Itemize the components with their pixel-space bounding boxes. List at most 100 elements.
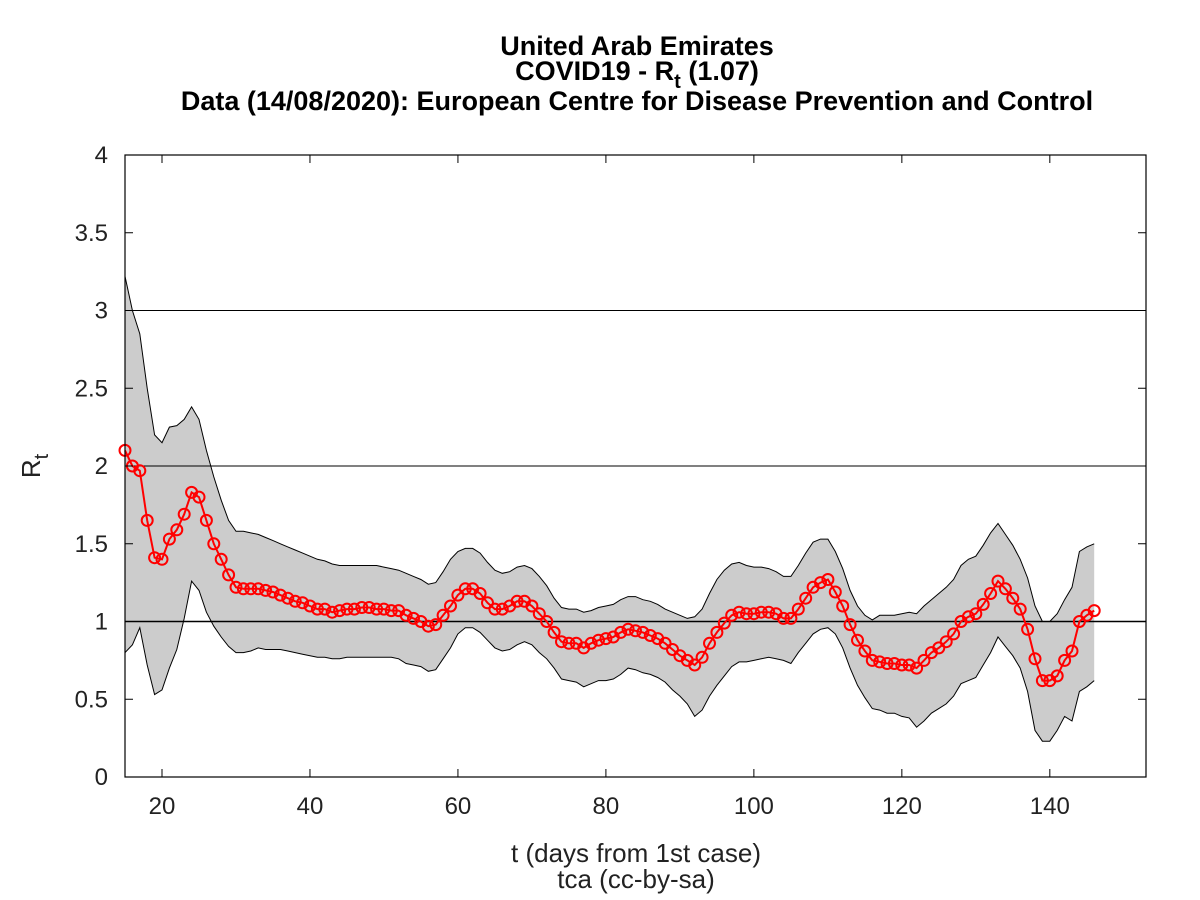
rt-point bbox=[1087, 604, 1101, 618]
confidence-band-layer bbox=[124, 276, 1095, 742]
rt-point bbox=[710, 625, 724, 639]
x-axis-credit: tca (cc-by-sa) bbox=[557, 864, 714, 894]
rt-point bbox=[214, 552, 228, 566]
rt-point bbox=[636, 625, 650, 639]
confidence-band-upper-edge bbox=[124, 276, 1095, 622]
rt-point bbox=[976, 597, 990, 611]
x-tick-label: 120 bbox=[882, 793, 922, 820]
rt-point bbox=[1013, 602, 1027, 616]
rt-point bbox=[207, 537, 221, 551]
rt-point bbox=[532, 607, 546, 621]
rt-point bbox=[155, 552, 169, 566]
rt-point bbox=[592, 633, 605, 647]
rt-point bbox=[140, 513, 154, 527]
rt-point bbox=[917, 653, 931, 667]
rt-series-layer bbox=[118, 443, 1101, 688]
rt-point bbox=[998, 582, 1012, 596]
rt-point bbox=[969, 607, 983, 621]
x-tick-label: 40 bbox=[297, 793, 324, 820]
rt-point bbox=[961, 610, 975, 624]
rt-point bbox=[488, 602, 502, 616]
rt-point bbox=[266, 585, 280, 599]
rt-point bbox=[444, 599, 457, 613]
rt-point bbox=[458, 582, 472, 596]
rt-point bbox=[939, 635, 953, 649]
rt-point bbox=[784, 611, 798, 625]
y-tick-label: 4 bbox=[95, 142, 108, 169]
rt-point bbox=[1058, 653, 1072, 667]
rt-point bbox=[222, 568, 236, 582]
rt-point bbox=[162, 532, 176, 546]
rt-point bbox=[421, 619, 435, 633]
rt-point bbox=[1028, 652, 1042, 666]
rt-point bbox=[629, 624, 642, 638]
rt-point bbox=[991, 574, 1005, 588]
rt-point bbox=[436, 608, 450, 622]
y-tick-label: 3.5 bbox=[75, 220, 108, 247]
rt-point bbox=[887, 657, 901, 670]
rt-point bbox=[858, 644, 872, 658]
rt-point bbox=[310, 602, 324, 616]
rt-point bbox=[732, 605, 746, 619]
rt-point bbox=[851, 633, 864, 647]
rt-point bbox=[947, 627, 961, 641]
rt-point bbox=[740, 607, 753, 621]
x-tick-label: 140 bbox=[1030, 793, 1070, 820]
rt-point bbox=[547, 625, 561, 639]
rt-point bbox=[902, 658, 916, 672]
x-tick-label: 20 bbox=[149, 793, 176, 820]
chart-title-line2-suffix: (1.07) bbox=[681, 56, 759, 86]
rt-point bbox=[229, 580, 243, 594]
chart-title-line2-sub: t bbox=[674, 71, 681, 93]
rt-series-line bbox=[124, 449, 1095, 682]
chart-title-line1: United Arab Emirates bbox=[500, 31, 774, 61]
rt-point bbox=[1050, 669, 1064, 683]
x-tick-label: 80 bbox=[593, 793, 620, 820]
rt-point bbox=[584, 636, 598, 650]
rt-point bbox=[984, 587, 998, 600]
rt-point bbox=[562, 636, 576, 650]
rt-point bbox=[177, 507, 191, 521]
rt-point bbox=[880, 657, 894, 670]
y-axis-label: Rt bbox=[16, 453, 53, 478]
rt-point bbox=[1035, 674, 1049, 688]
x-tick-label: 100 bbox=[734, 793, 774, 820]
rt-point bbox=[362, 601, 376, 614]
rt-point bbox=[281, 591, 295, 605]
rt-point bbox=[717, 616, 731, 630]
rt-point bbox=[303, 599, 317, 613]
y-tick-label: 2 bbox=[95, 453, 108, 480]
rt-point bbox=[148, 551, 162, 565]
rt-point bbox=[133, 464, 147, 478]
y-tick-label: 0 bbox=[95, 764, 108, 791]
rt-point bbox=[843, 618, 857, 632]
rt-point bbox=[288, 594, 302, 608]
rt-point bbox=[1065, 644, 1079, 658]
rt-point bbox=[525, 599, 539, 613]
x-axis-label: t (days from 1st case) bbox=[511, 838, 761, 868]
rt-point bbox=[340, 602, 354, 616]
y-axis-label-sub: t bbox=[31, 453, 53, 459]
rt-point bbox=[199, 513, 213, 527]
rt-point bbox=[251, 582, 265, 596]
y-axis-label-main: R bbox=[16, 459, 46, 478]
rt-point bbox=[621, 622, 635, 636]
rt-point bbox=[725, 608, 739, 622]
rt-point bbox=[236, 582, 250, 596]
rt-point bbox=[791, 602, 805, 616]
rt-point bbox=[865, 653, 879, 667]
rt-point bbox=[873, 655, 887, 669]
rt-point bbox=[473, 587, 487, 600]
rt-point bbox=[495, 602, 509, 616]
rt-point bbox=[355, 601, 369, 614]
y-tick-label: 1.5 bbox=[75, 531, 108, 558]
rt-point bbox=[703, 636, 716, 650]
rt-point bbox=[777, 611, 790, 625]
confidence-band-lower-edge bbox=[124, 579, 1095, 742]
y-tick-label: 2.5 bbox=[75, 375, 108, 402]
rt-point bbox=[399, 608, 413, 622]
rt-point bbox=[429, 618, 443, 632]
rt-point bbox=[828, 585, 842, 599]
rt-point bbox=[695, 650, 709, 664]
